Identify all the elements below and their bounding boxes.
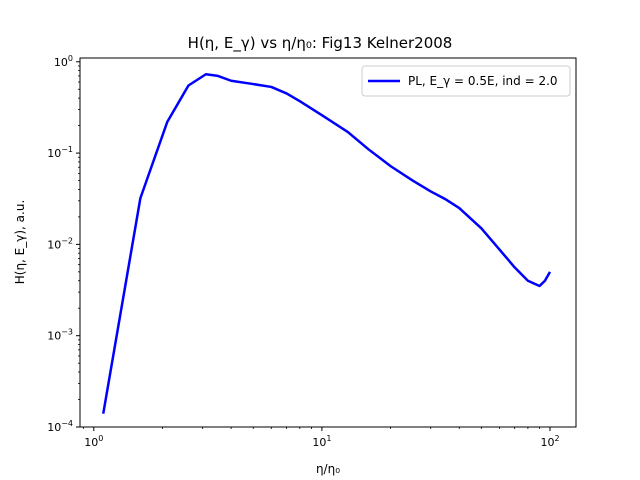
x-tick-base: 10 [540,436,554,449]
x-axis: 100 101 102 [82,427,560,449]
series-layer [102,73,552,414]
plot-area [79,57,577,428]
x-tick-base: 10 [312,436,326,449]
y-tick-exponent: −1 [61,145,73,154]
y-tick-label: 10−3 [47,328,73,343]
y-tick-exponent: −2 [61,236,73,245]
legend-box [361,65,571,97]
x-tick-exponent: 2 [554,434,559,443]
chart-title: H(η, E_γ) vs η/η₀: Fig13 Kelner2008 [188,34,453,53]
y-tick-label: 10−1 [47,145,73,160]
y-tick-label: 10−4 [47,419,73,434]
x-tick-exponent: 0 [98,434,103,443]
y-tick-label: 100 [54,54,73,69]
x-tick-label: 102 [540,434,559,449]
legend: PL, E_γ = 0.5E, ind = 2.0 [361,65,571,97]
y-tick-base: 10 [47,238,61,251]
y-tick-base: 10 [54,56,68,69]
y-tick-base: 10 [47,330,61,343]
y-tick-label: 10−2 [47,236,73,251]
x-tick-base: 10 [84,436,98,449]
y-tick-exponent: 0 [68,54,73,63]
x-tick-exponent: 1 [326,434,331,443]
x-tick-label: 101 [312,434,331,449]
y-tick-exponent: −3 [61,328,73,337]
x-tick-label: 100 [84,434,103,449]
x-axis-label: η/η₀ [316,462,340,476]
legend-entry-label: PL, E_γ = 0.5E, ind = 2.0 [408,74,558,88]
series-line [102,73,552,414]
y-axis-label: H(η, E_γ), a.u. [13,200,27,285]
y-tick-base: 10 [47,147,61,160]
y-tick-exponent: −4 [61,419,73,428]
y-tick-base: 10 [47,421,61,434]
